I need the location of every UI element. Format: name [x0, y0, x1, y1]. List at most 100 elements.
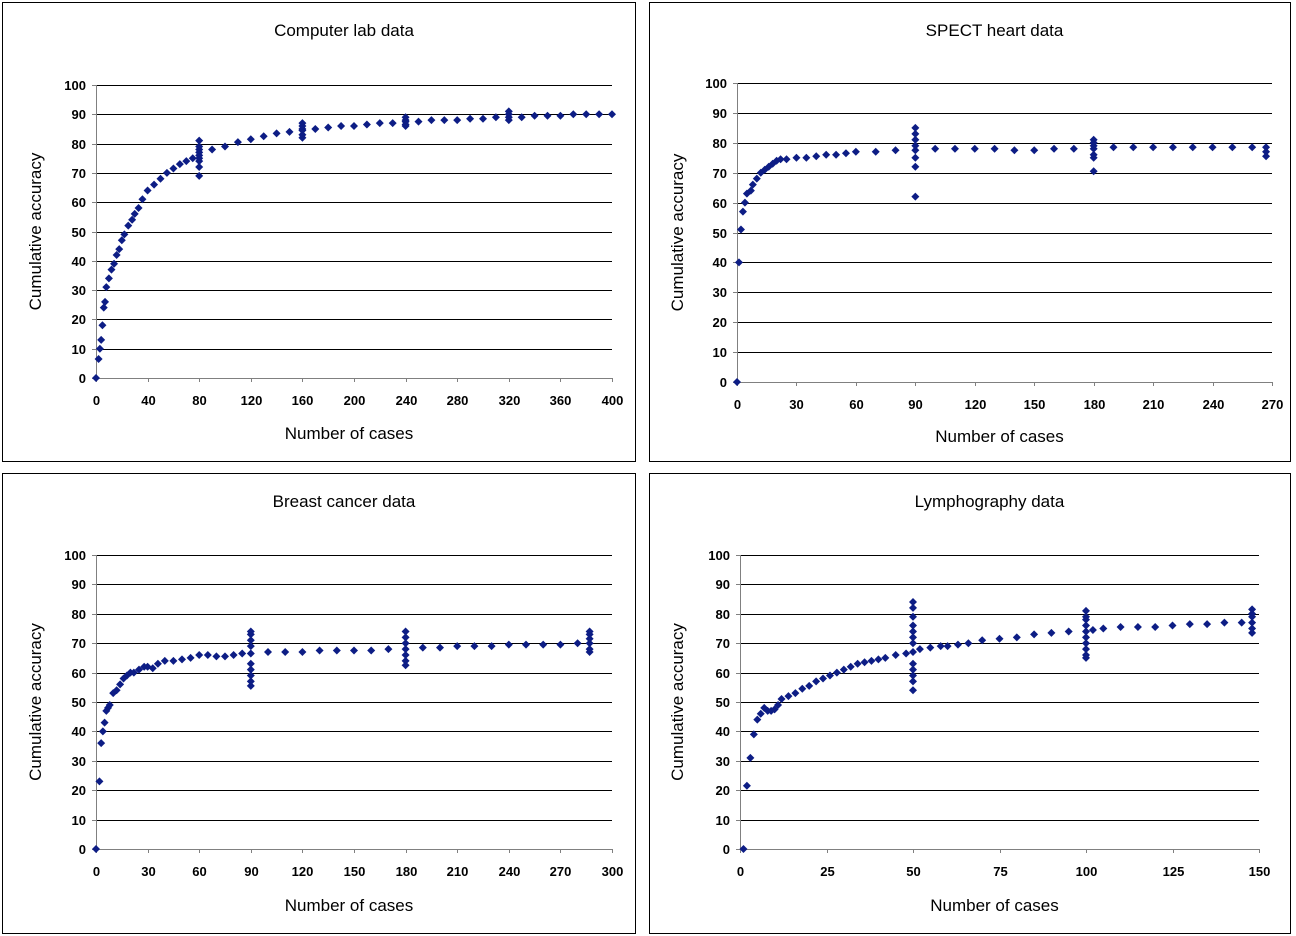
- data-point: [195, 154, 204, 163]
- data-point: [585, 627, 594, 636]
- data-point: [110, 259, 119, 268]
- x-tick-label: 240: [1203, 397, 1225, 412]
- data-point: [569, 110, 578, 119]
- y-tick-label: 80: [72, 607, 86, 622]
- data-point: [112, 686, 121, 695]
- data-point: [909, 612, 917, 621]
- data-point: [909, 665, 917, 674]
- y-tick-label: 70: [72, 636, 86, 651]
- data-point: [909, 648, 917, 657]
- data-point: [143, 186, 152, 195]
- y-tick-label: 50: [716, 695, 730, 710]
- y-tick-label: 30: [72, 754, 86, 769]
- x-tick-label: 0: [734, 397, 741, 412]
- data-point: [453, 116, 462, 125]
- data-point: [851, 147, 860, 156]
- data-point: [175, 160, 184, 169]
- data-point: [208, 145, 217, 154]
- x-tick-label: 400: [602, 393, 624, 408]
- y-tick-label: 50: [72, 225, 86, 240]
- data-point: [384, 645, 393, 654]
- x-tick-label: 25: [820, 864, 834, 879]
- data-point: [479, 114, 487, 123]
- y-tick-label: 90: [716, 577, 730, 592]
- data-point: [298, 119, 307, 128]
- data-point: [1248, 628, 1257, 637]
- data-point: [281, 648, 290, 657]
- data-point: [1208, 143, 1217, 152]
- data-point: [752, 174, 761, 183]
- data-point: [517, 113, 526, 122]
- y-tick-label: 0: [79, 842, 86, 857]
- data-point: [772, 156, 781, 165]
- x-tick-label: 180: [1084, 397, 1106, 412]
- data-point: [595, 110, 604, 119]
- data-point: [1089, 135, 1098, 144]
- data-point: [860, 658, 869, 667]
- data-point: [1082, 650, 1090, 659]
- data-point: [802, 153, 811, 162]
- data-point: [1228, 143, 1237, 152]
- data-point: [1010, 146, 1019, 155]
- x-tick-label: 150: [344, 864, 366, 879]
- data-point: [504, 116, 513, 125]
- data-point: [169, 656, 178, 665]
- y-axis-label: Cumulative accuracy: [668, 623, 687, 781]
- y-tick-label: 30: [713, 285, 727, 300]
- y-tick-label: 70: [716, 636, 730, 651]
- data-point: [530, 111, 539, 120]
- data-point: [1133, 623, 1142, 632]
- data-point: [129, 668, 138, 677]
- data-point: [1262, 143, 1271, 152]
- x-tick-label: 60: [192, 864, 206, 879]
- data-point: [124, 221, 133, 230]
- y-tick-label: 30: [72, 283, 86, 298]
- data-point: [1082, 633, 1090, 642]
- data-point: [978, 636, 987, 645]
- x-tick-label: 90: [908, 397, 922, 412]
- chart-svg: Lymphography data 0 10 20 30 40 50 60 70 80 90 100 0…: [649, 473, 1291, 934]
- data-point: [315, 646, 324, 655]
- data-point: [931, 144, 940, 153]
- data-point: [337, 122, 346, 131]
- x-tick-label: 210: [1143, 397, 1165, 412]
- data-point: [1262, 152, 1271, 161]
- data-point: [733, 378, 741, 386]
- data-point: [911, 162, 920, 171]
- data-point: [418, 643, 427, 652]
- y-axis-label: Cumulative accuracy: [668, 153, 687, 311]
- data-point: [285, 127, 294, 136]
- data-point: [902, 649, 911, 658]
- data-point: [246, 135, 255, 144]
- data-point: [585, 634, 594, 643]
- data-point: [943, 642, 952, 651]
- x-tick-label: 90: [244, 864, 258, 879]
- data-point: [846, 662, 855, 671]
- data-point: [504, 640, 513, 649]
- data-point: [401, 661, 410, 670]
- data-point: [148, 664, 157, 673]
- data-point: [1168, 621, 1177, 630]
- data-point: [350, 122, 358, 131]
- data-point: [556, 640, 565, 649]
- data-point: [350, 646, 358, 655]
- data-point: [909, 639, 917, 648]
- y-tick-label: 20: [72, 783, 86, 798]
- data-point: [1012, 633, 1021, 642]
- y-tick-label: 90: [713, 106, 727, 121]
- data-point: [1262, 147, 1271, 156]
- data-point: [867, 656, 876, 665]
- data-point: [233, 138, 242, 147]
- data-point: [1064, 627, 1073, 636]
- data-point: [1082, 621, 1090, 630]
- data-point: [1109, 143, 1118, 152]
- data-point: [122, 671, 131, 680]
- data-point: [1047, 628, 1056, 637]
- x-tick-label: 240: [499, 864, 521, 879]
- data-point: [246, 677, 255, 686]
- data-point: [169, 164, 178, 173]
- data-point: [203, 650, 212, 659]
- data-point: [1082, 612, 1090, 621]
- data-point: [138, 195, 147, 204]
- data-point: [585, 645, 594, 654]
